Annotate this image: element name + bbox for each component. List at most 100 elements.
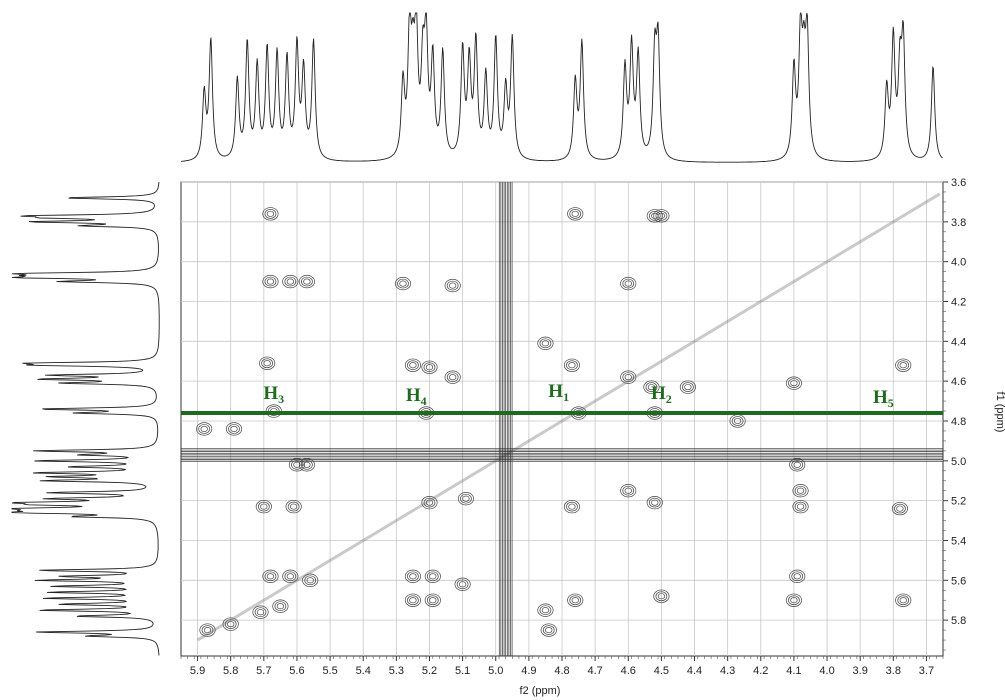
x-tick-label: 5.6 [289, 665, 304, 677]
cross-peak-contour [199, 623, 216, 637]
cross-peak-contour [302, 573, 319, 587]
cross-peak-contour [646, 209, 663, 223]
cross-peak-contour [731, 416, 744, 426]
cross-peak-contour [286, 573, 294, 580]
cross-peak-contour [262, 274, 279, 289]
plot-area [180, 181, 944, 657]
x-tick-label: 5.9 [190, 665, 205, 677]
cross-peak-contour [303, 278, 311, 285]
cross-peak-contour [228, 424, 240, 434]
cross-peak-contour [456, 579, 469, 590]
cross-peak-contour [895, 593, 912, 607]
cross-peak-contour [397, 278, 409, 289]
y-tick-label: 5.8 [951, 615, 966, 627]
cross-peak-contour [230, 425, 238, 433]
cross-peak-contour [262, 569, 279, 583]
cross-peak-contour [298, 458, 315, 472]
cross-peak-contour [255, 499, 272, 514]
cross-peak-contour [648, 497, 661, 508]
cross-peak-contour [684, 384, 692, 391]
cross-peak-contour [424, 593, 441, 607]
peak-label-h4: H4 [406, 385, 427, 408]
cross-peak-contour [404, 569, 421, 583]
y-tick-label: 4.4 [951, 336, 966, 348]
cross-peak-contour [571, 597, 579, 604]
cross-peak-contour [620, 370, 637, 384]
cross-peak-contour [793, 573, 801, 580]
top-spectrum-trace [180, 11, 943, 163]
cross-peak-contour [785, 376, 802, 390]
cross-peak-contour [789, 458, 806, 472]
cross-peak-contour [399, 280, 407, 287]
cross-peak-contour [653, 589, 670, 603]
cross-peak-contour [266, 573, 275, 580]
cross-peak-contour [624, 374, 632, 381]
cross-peak-contour [895, 358, 912, 372]
cross-peak-contour [542, 625, 555, 635]
cross-peak-contour [899, 362, 907, 369]
cross-peak-contour [568, 503, 576, 510]
peak-label-h2: H2 [651, 383, 672, 406]
y-tick-label: 5.2 [951, 496, 966, 508]
cross-peak-contour [424, 569, 441, 583]
left-projection-spectrum [11, 181, 160, 656]
x-tick-label: 4.4 [687, 665, 702, 677]
x-tick-label: 4.0 [819, 665, 834, 677]
cross-peak-contour [657, 593, 666, 600]
cross-peak-contour [260, 503, 268, 510]
y-tick-label: 4.6 [951, 376, 966, 388]
cross-peak-contour [426, 571, 439, 582]
cross-peak-contour [288, 458, 306, 472]
peak-label-base: H [548, 381, 563, 402]
peak-label-subscript: 3 [278, 392, 284, 406]
cross-peak-contour [682, 382, 694, 392]
cross-peak-contour [794, 501, 807, 512]
cross-peak-contour [425, 499, 434, 506]
peak-label-subscript: 5 [888, 396, 894, 410]
cross-peak-contour [791, 571, 804, 582]
cross-peak-contour [287, 501, 300, 512]
cross-peak-contour [789, 569, 806, 583]
cross-peak-contour [266, 210, 275, 217]
cross-peak-contour [262, 207, 279, 221]
cross-peak-contour [256, 609, 265, 616]
cross-peak-contour [394, 276, 412, 291]
cross-peak-contour [796, 503, 805, 510]
cross-peak-contour [894, 503, 906, 514]
x-tick-label: 3.8 [886, 665, 901, 677]
peak-label-h1: H1 [548, 381, 569, 404]
cross-peak-contour [458, 581, 467, 588]
cross-peak-contour [891, 501, 908, 516]
cross-peak-contour [655, 211, 668, 221]
x-axis-title: f2 (ppm) [520, 685, 561, 697]
cross-peak-contour [259, 356, 276, 370]
x-tick-label: 5.5 [322, 665, 337, 677]
cross-peak-contour [407, 360, 419, 371]
cross-peak-contour [227, 621, 235, 628]
y-axis-title: f1 (ppm) [994, 392, 1005, 433]
peak-label-h3: H3 [263, 383, 284, 406]
x-tick-label: 4.8 [554, 665, 569, 677]
x-tick-label: 4.6 [621, 665, 636, 677]
y-tick-label: 3.6 [951, 177, 966, 189]
y-tick-label: 4.0 [951, 257, 966, 269]
cross-peak-contour [291, 459, 303, 470]
cross-peak-contour [425, 364, 434, 371]
cross-peak-contour [648, 211, 661, 221]
cross-peak-contour [306, 577, 314, 584]
cross-peak-contour [645, 382, 658, 392]
cross-peak-contour [541, 607, 550, 614]
x-tick-label: 5.7 [256, 665, 271, 677]
cross-peak-contour [444, 278, 461, 293]
cross-peak-contour [794, 485, 807, 496]
cross-peak-contour [792, 499, 809, 514]
cross-peak-contour [421, 360, 438, 374]
cross-peak-contour [426, 595, 439, 606]
cross-peak-contour [622, 372, 635, 383]
cross-peak-contour [429, 597, 437, 604]
y-tick-label: 5.6 [951, 575, 966, 587]
cross-peak-contour [624, 280, 632, 287]
cross-peak-contour [545, 627, 553, 634]
cross-peak-contour [284, 571, 297, 582]
diagonal-band [196, 192, 941, 642]
